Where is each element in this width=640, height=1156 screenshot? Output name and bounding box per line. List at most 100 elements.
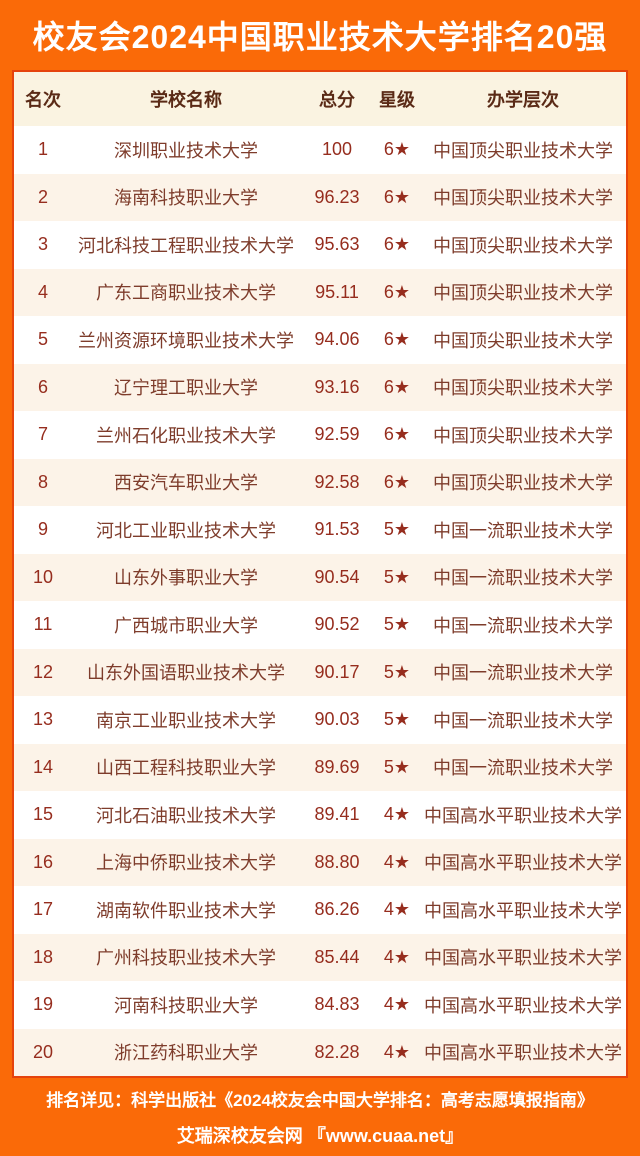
star-rating: 6★ <box>383 471 411 492</box>
score-value: 91.53 <box>314 519 360 540</box>
star-rating: 6★ <box>383 234 411 255</box>
rank-value: 6 <box>37 376 48 397</box>
table-row: 20 浙江药科职业大学 82.28 4★ 中国高水平职业技术大学 <box>14 1028 626 1076</box>
table-row: 8 西安汽车职业大学 92.58 6★ 中国顶尖职业技术大学 <box>14 458 626 506</box>
school-name: 海南科技职业大学 <box>114 188 258 209</box>
score-value: 92.59 <box>314 424 360 445</box>
school-name: 兰州石化职业技术大学 <box>96 425 276 446</box>
school-name: 浙江药科职业大学 <box>114 1043 258 1064</box>
table-row: 12 山东外国语职业技术大学 90.17 5★ 中国一流职业技术大学 <box>14 648 626 696</box>
score-value: 93.16 <box>314 376 360 397</box>
table-row: 16 上海中侨职业技术大学 88.80 4★ 中国高水平职业技术大学 <box>14 838 626 886</box>
score-value: 95.63 <box>314 234 360 255</box>
star-rating: 5★ <box>383 614 411 635</box>
rank-value: 7 <box>37 424 48 445</box>
score-value: 88.80 <box>314 851 360 872</box>
table-row: 10 山东外事职业大学 90.54 5★ 中国一流职业技术大学 <box>14 553 626 601</box>
school-name: 湖南软件职业技术大学 <box>96 900 276 921</box>
school-level: 中国高水平职业技术大学 <box>424 995 622 1016</box>
star-rating: 4★ <box>383 1041 411 1062</box>
table-body: 1 深圳职业技术大学 100 6★ 中国顶尖职业技术大学 2 海南科技职业大学 … <box>14 126 626 1076</box>
score-value: 94.06 <box>314 329 360 350</box>
table-row: 4 广东工商职业技术大学 95.11 6★ 中国顶尖职业技术大学 <box>14 268 626 316</box>
school-level: 中国顶尖职业技术大学 <box>433 140 613 161</box>
ranking-table: 名次 学校名称 总分 星级 办学层次 1 深圳职业技术大学 100 6★ 中国顶… <box>12 70 628 1078</box>
star-rating: 6★ <box>383 424 411 445</box>
score-value: 84.83 <box>314 994 360 1015</box>
table-row: 13 南京工业职业技术大学 90.03 5★ 中国一流职业技术大学 <box>14 696 626 744</box>
school-name: 山东外事职业大学 <box>114 568 258 589</box>
school-name: 南京工业职业技术大学 <box>96 710 276 731</box>
score-value: 89.69 <box>314 756 360 777</box>
school-level: 中国高水平职业技术大学 <box>424 948 622 969</box>
star-rating: 5★ <box>383 566 411 587</box>
table-row: 14 山西工程科技职业大学 89.69 5★ 中国一流职业技术大学 <box>14 743 626 791</box>
school-name: 深圳职业技术大学 <box>114 140 258 161</box>
score-value: 100 <box>321 139 353 160</box>
rank-value: 4 <box>37 281 48 302</box>
table-row: 17 湖南软件职业技术大学 86.26 4★ 中国高水平职业技术大学 <box>14 886 626 934</box>
school-name: 广东工商职业技术大学 <box>96 283 276 304</box>
star-rating: 6★ <box>383 281 411 302</box>
school-name: 兰州资源环境职业技术大学 <box>78 330 294 351</box>
score-value: 96.23 <box>314 186 360 207</box>
title-band: 校友会2024中国职业技术大学排名20强 <box>0 0 640 70</box>
star-rating: 4★ <box>383 804 411 825</box>
column-header-rank: 名次 <box>25 90 61 110</box>
column-header-score: 总分 <box>319 90 355 110</box>
page-title: 校友会2024中国职业技术大学排名20强 <box>32 19 608 55</box>
rank-value: 5 <box>37 329 48 350</box>
star-rating: 5★ <box>383 756 411 777</box>
school-level: 中国顶尖职业技术大学 <box>433 378 613 399</box>
school-name: 广州科技职业技术大学 <box>96 948 276 969</box>
school-level: 中国顶尖职业技术大学 <box>433 188 613 209</box>
star-rating: 6★ <box>383 329 411 350</box>
column-header-level: 办学层次 <box>487 90 559 110</box>
rank-value: 10 <box>32 566 54 587</box>
school-level: 中国顶尖职业技术大学 <box>433 473 613 494</box>
school-level: 中国高水平职业技术大学 <box>424 1043 622 1064</box>
score-value: 90.17 <box>314 661 360 682</box>
score-value: 82.28 <box>314 1041 360 1062</box>
rank-value: 8 <box>37 471 48 492</box>
school-level: 中国顶尖职业技术大学 <box>433 235 613 256</box>
rank-value: 11 <box>33 614 53 635</box>
school-name: 河北工业职业技术大学 <box>96 520 276 541</box>
star-rating: 6★ <box>383 186 411 207</box>
column-header-star: 星级 <box>379 90 415 110</box>
table-row: 5 兰州资源环境职业技术大学 94.06 6★ 中国顶尖职业技术大学 <box>14 316 626 364</box>
star-rating: 6★ <box>383 376 411 397</box>
table-header-row: 名次 学校名称 总分 星级 办学层次 <box>14 72 626 126</box>
star-rating: 4★ <box>383 899 411 920</box>
score-value: 90.52 <box>314 614 360 635</box>
rank-value: 3 <box>37 234 48 255</box>
rank-value: 20 <box>32 1041 54 1062</box>
rank-value: 9 <box>37 519 48 540</box>
school-name: 河南科技职业大学 <box>114 995 258 1016</box>
column-header-name: 学校名称 <box>150 90 222 110</box>
school-level: 中国高水平职业技术大学 <box>424 900 622 921</box>
score-value: 86.26 <box>314 899 360 920</box>
star-rating: 4★ <box>383 851 411 872</box>
star-rating: 5★ <box>383 519 411 540</box>
rank-value: 1 <box>37 139 48 160</box>
school-level: 中国一流职业技术大学 <box>433 758 613 779</box>
school-level: 中国高水平职业技术大学 <box>424 805 622 826</box>
table-row: 3 河北科技工程职业技术大学 95.63 6★ 中国顶尖职业技术大学 <box>14 221 626 269</box>
rank-value: 13 <box>32 709 54 730</box>
school-level: 中国顶尖职业技术大学 <box>433 425 613 446</box>
school-level: 中国高水平职业技术大学 <box>424 853 622 874</box>
footer-website: 艾瑞深校友会网 『www.cuaa.net』 <box>176 1126 464 1146</box>
star-rating: 6★ <box>383 139 411 160</box>
school-level: 中国顶尖职业技术大学 <box>433 330 613 351</box>
school-name: 河北科技工程职业技术大学 <box>78 235 294 256</box>
school-name: 广西城市职业大学 <box>114 615 258 636</box>
table-row: 1 深圳职业技术大学 100 6★ 中国顶尖职业技术大学 <box>14 126 626 174</box>
table-row: 18 广州科技职业技术大学 85.44 4★ 中国高水平职业技术大学 <box>14 933 626 981</box>
school-level: 中国顶尖职业技术大学 <box>433 283 613 304</box>
rank-value: 17 <box>32 899 54 920</box>
rank-value: 18 <box>32 946 54 967</box>
table-row: 9 河北工业职业技术大学 91.53 5★ 中国一流职业技术大学 <box>14 506 626 554</box>
rank-value: 12 <box>32 661 54 682</box>
